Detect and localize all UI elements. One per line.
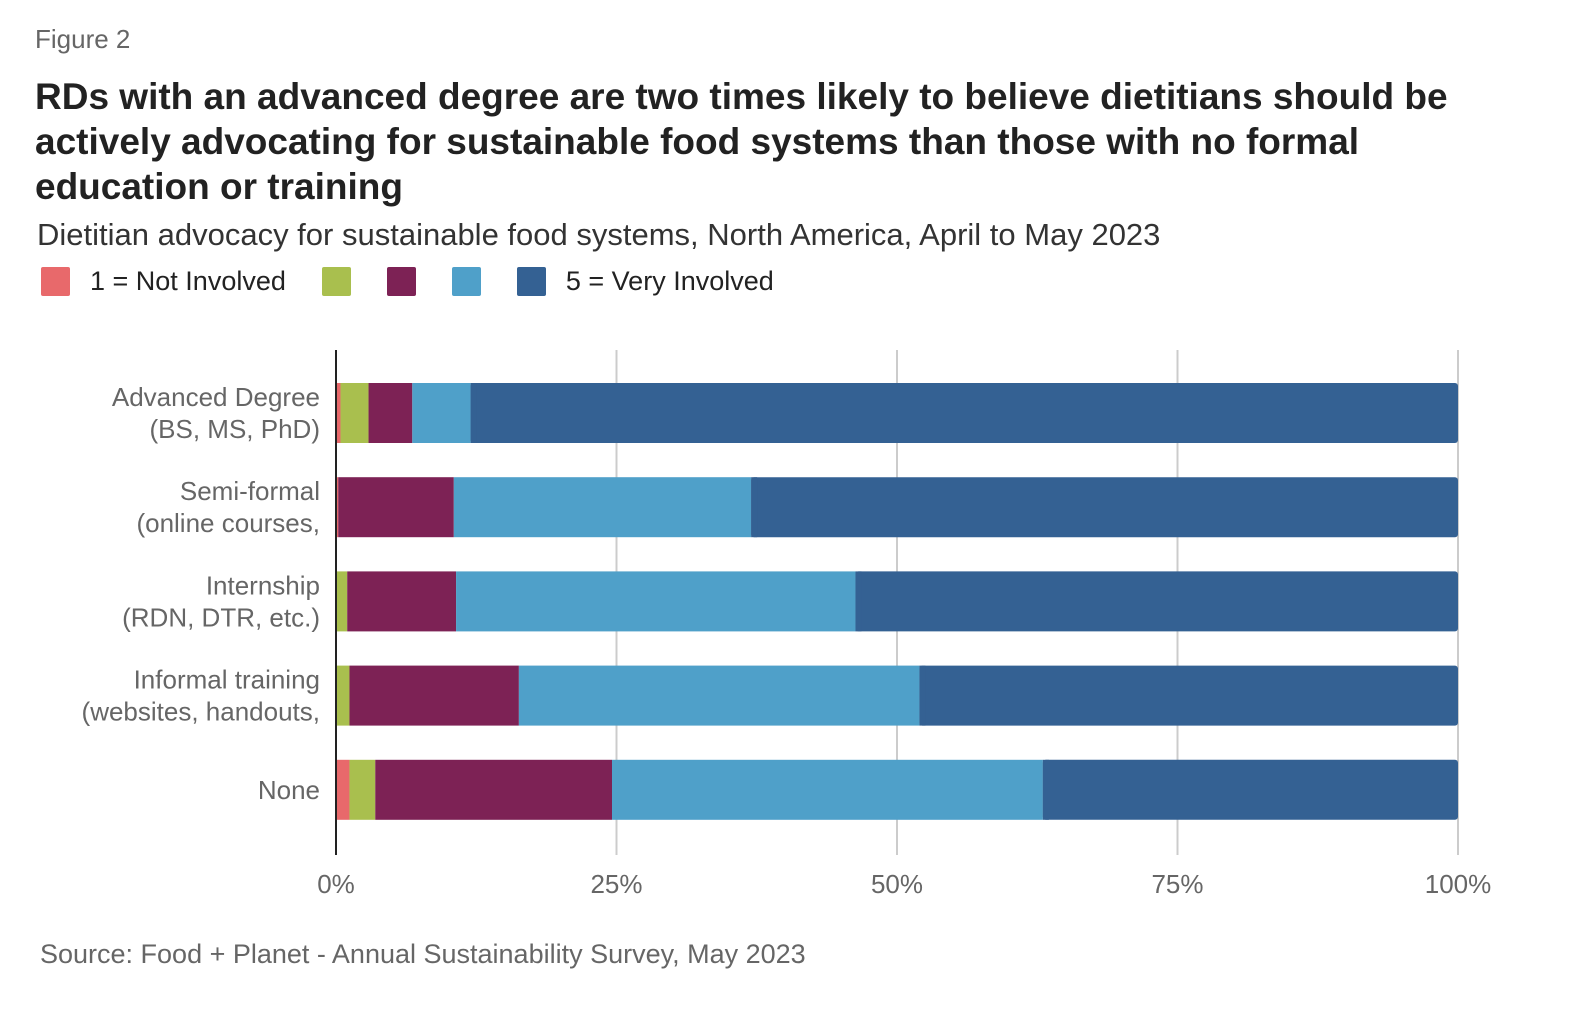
x-tick-label-5: 100% — [1425, 869, 1492, 899]
stacked-bar-chart: Advanced Degree(BS, MS, PhD)Semi-formal(… — [82, 350, 1492, 899]
bar-segment-3-5 — [855, 571, 1458, 632]
bar-segment-3-2 — [336, 571, 348, 632]
bar-segment-4-5 — [919, 665, 1458, 726]
category-label-4-1: Informal training — [134, 665, 320, 695]
bar-segment-5-5 — [1042, 759, 1458, 820]
category-label-3-2: (RDN, DTR, etc.) — [122, 602, 320, 632]
bar-segment-2-1 — [336, 477, 339, 538]
bar-segment-edge-4 — [919, 665, 926, 726]
bar-segment-4-3 — [349, 665, 519, 726]
bar-segment-1-5 — [470, 383, 1458, 443]
legend-swatch-2 — [321, 266, 351, 296]
category-label-2-2: (online courses, — [136, 508, 320, 538]
bar-segment-5-1 — [336, 759, 350, 820]
legend-swatch-4 — [451, 266, 481, 296]
bar-segment-1-3 — [368, 383, 413, 443]
bar-segment-5-4 — [612, 759, 1043, 820]
legend-item-4 — [451, 266, 481, 296]
bar-segment-edge-2 — [751, 477, 758, 538]
legend-item-3 — [386, 266, 416, 296]
bar-segment-4-4 — [518, 665, 920, 726]
category-label-1-1: Advanced Degree — [112, 382, 320, 412]
bar-segment-1-4 — [412, 383, 471, 443]
chart-subtitle: Dietitian advocacy for sustainable food … — [37, 217, 1161, 252]
chart-title: RDs with an advanced degree are two time… — [35, 76, 1448, 207]
bar-segment-2-3 — [338, 477, 454, 538]
source-note: Source: Food + Planet - Annual Sustainab… — [40, 939, 806, 969]
category-label-3-1: Internship — [206, 570, 320, 600]
bar-segment-5-3 — [375, 759, 613, 820]
bar-segment-3-3 — [347, 571, 457, 632]
x-tick-label-2: 25% — [590, 869, 642, 899]
legend-label-1: 1 = Not Involved — [90, 265, 286, 296]
chart-legend: 1 = Not Involved 5 = Very Involved — [41, 266, 810, 296]
legend-item-1: 1 = Not Involved — [41, 266, 286, 297]
bar-segment-edge-5 — [1042, 759, 1049, 820]
legend-item-2 — [321, 266, 351, 296]
category-label-5-1: None — [258, 775, 320, 805]
bar-segment-5-2 — [349, 759, 376, 820]
bar-segment-2-4 — [453, 477, 752, 538]
legend-item-5: 5 = Very Involved — [516, 265, 774, 297]
legend-swatch-5 — [516, 266, 546, 296]
category-label-4-2: (websites, handouts, — [82, 697, 320, 727]
category-label-1-2: (BS, MS, PhD) — [150, 414, 320, 444]
bar-segment-2-5 — [751, 477, 1458, 538]
legend-swatch-1 — [41, 266, 70, 296]
bar-segment-4-2 — [336, 665, 350, 726]
bar-segment-1-2 — [340, 383, 369, 443]
bar-segment-1-1 — [336, 383, 341, 443]
x-tick-label-1: 0% — [317, 869, 355, 899]
bar-segment-edge-1 — [470, 383, 477, 443]
bar-segment-edge-3 — [855, 571, 862, 632]
x-tick-label-3: 50% — [871, 869, 923, 899]
category-label-2-1: Semi-formal — [180, 476, 320, 506]
x-tick-label-4: 75% — [1151, 869, 1203, 899]
bar-segment-3-4 — [456, 571, 856, 632]
legend-swatch-3 — [386, 266, 416, 296]
legend-label-5: 5 = Very Involved — [565, 265, 774, 296]
figure-label: Figure 2 — [35, 24, 131, 54]
